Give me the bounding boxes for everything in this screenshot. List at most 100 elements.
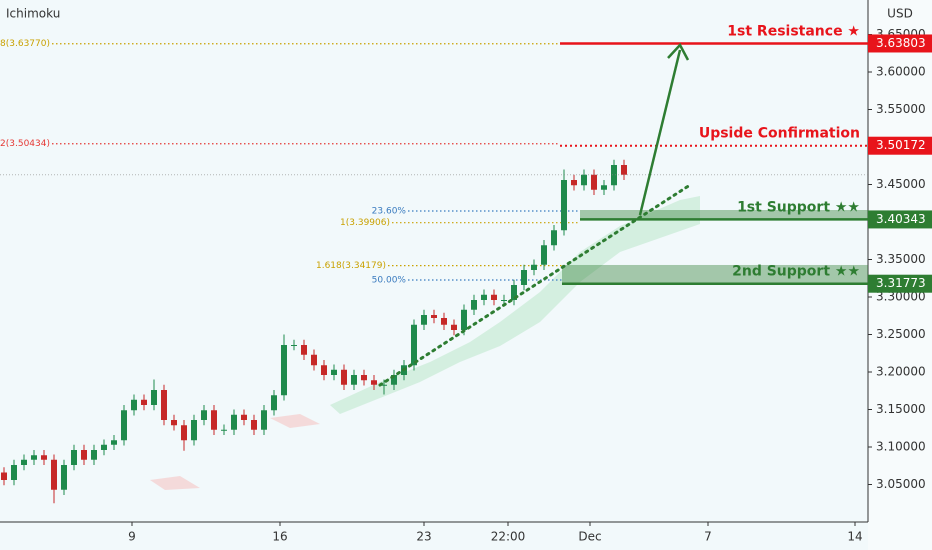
- candle-body: [221, 429, 227, 431]
- x-tick-label: Dec: [578, 530, 601, 544]
- candle-body: [391, 375, 397, 385]
- level-label: 1st Support ★★: [737, 199, 860, 215]
- candle-body: [351, 375, 357, 385]
- marks: 3.05000 3.10000 3.15000 3.20000 3.25000 3.300…: [0, 23, 926, 544]
- y-tick-label: 3.20000: [876, 365, 926, 379]
- candle-body: [111, 440, 117, 445]
- fib-label: 50.00%: [372, 275, 407, 285]
- candle-body: [121, 410, 127, 441]
- candle-body: [541, 245, 547, 265]
- candle-body: [291, 345, 297, 346]
- candle-body: [501, 300, 507, 301]
- candle-body: [21, 459, 27, 465]
- candle-body: [231, 414, 237, 430]
- x-tick-label: 16: [272, 530, 287, 544]
- price-tag-label: 3.50172: [876, 138, 926, 152]
- candle-body: [181, 425, 187, 441]
- candle-body: [381, 384, 387, 386]
- y-tick-label: 3.25000: [876, 327, 926, 341]
- candle-body: [261, 410, 267, 430]
- ichimoku-cloud: [270, 414, 320, 428]
- candle-body: [431, 315, 437, 318]
- y-tick-label: 3.15000: [876, 402, 926, 416]
- candle-body: [481, 294, 487, 300]
- candle-body: [41, 455, 47, 460]
- y-tick-label: 3.45000: [876, 177, 926, 191]
- candle-body: [361, 375, 367, 381]
- level-label: 1st Resistance ★: [727, 23, 860, 39]
- candle-body: [491, 294, 497, 300]
- candle-body: [601, 185, 607, 190]
- candle-body: [251, 420, 257, 430]
- candle-body: [171, 420, 177, 426]
- price-tag-label: 3.40343: [876, 212, 926, 226]
- candle-body: [71, 450, 77, 465]
- candle-body: [451, 324, 457, 330]
- candle-body: [331, 369, 337, 375]
- candle-body: [161, 390, 167, 420]
- indicator-name: Ichimoku: [6, 7, 60, 21]
- ichimoku-cloud: [330, 196, 700, 414]
- candle-body: [371, 380, 377, 385]
- candle-body: [131, 399, 137, 411]
- candle-body: [441, 318, 447, 325]
- support-zone: [580, 210, 868, 220]
- candle-body: [611, 165, 617, 186]
- candle-body: [51, 459, 57, 490]
- candle-body: [521, 270, 527, 285]
- y-tick-label: 3.30000: [876, 290, 926, 304]
- trend-line: [378, 183, 692, 387]
- arrow-head: [667, 42, 690, 61]
- x-tick-label: 22:00: [491, 530, 526, 544]
- fib-label: 1.618(3.34179): [316, 261, 386, 271]
- candle-body: [421, 315, 427, 325]
- x-tick-label: 23: [416, 530, 431, 544]
- candle-body: [511, 285, 517, 300]
- currency: USD: [887, 7, 913, 21]
- candle-body: [81, 450, 87, 460]
- candle-body: [1, 472, 7, 480]
- candle-body: [561, 180, 567, 231]
- candle-body: [461, 309, 467, 330]
- candle-body: [201, 410, 207, 420]
- fib-label: 72(3.50434): [0, 139, 50, 149]
- candle-body: [411, 324, 417, 366]
- candle-body: [61, 465, 67, 490]
- x-tick-label: 9: [128, 530, 136, 544]
- candle-body: [211, 410, 217, 430]
- x-tick-label: 14: [847, 530, 862, 544]
- candle-body: [141, 399, 147, 405]
- support-zone: [562, 264, 868, 284]
- candle-body: [301, 345, 307, 355]
- price-tag: [868, 210, 932, 229]
- candle-body: [11, 465, 17, 480]
- y-tick-label: 3.55000: [876, 102, 926, 116]
- fib-label: 23.60%: [372, 206, 407, 216]
- candle-body: [581, 174, 587, 186]
- candle-body: [621, 165, 627, 175]
- candle-body: [531, 264, 537, 270]
- price-tag: [868, 136, 932, 155]
- fib-label: 1(3.39906): [340, 218, 390, 228]
- candle-body: [191, 420, 197, 441]
- price-tag: [868, 34, 932, 53]
- candle-body: [271, 395, 277, 411]
- candle-body: [151, 390, 157, 405]
- candle-body: [321, 365, 327, 375]
- price-tag: [868, 274, 932, 293]
- candle-body: [341, 369, 347, 385]
- price-tag-label: 3.31773: [876, 276, 926, 290]
- level-label: 2nd Support ★★: [732, 264, 860, 280]
- candle-body: [241, 414, 247, 420]
- candle-body: [571, 180, 577, 186]
- y-tick-label: 3.35000: [876, 252, 926, 266]
- candle-body: [31, 455, 37, 460]
- y-tick-label: 3.10000: [876, 440, 926, 454]
- price-tag-label: 3.63803: [876, 36, 926, 50]
- x-tick-label: 7: [704, 530, 712, 544]
- candle-body: [281, 345, 287, 396]
- y-tick-label: 3.60000: [876, 65, 926, 79]
- projection-arrow: [638, 49, 682, 216]
